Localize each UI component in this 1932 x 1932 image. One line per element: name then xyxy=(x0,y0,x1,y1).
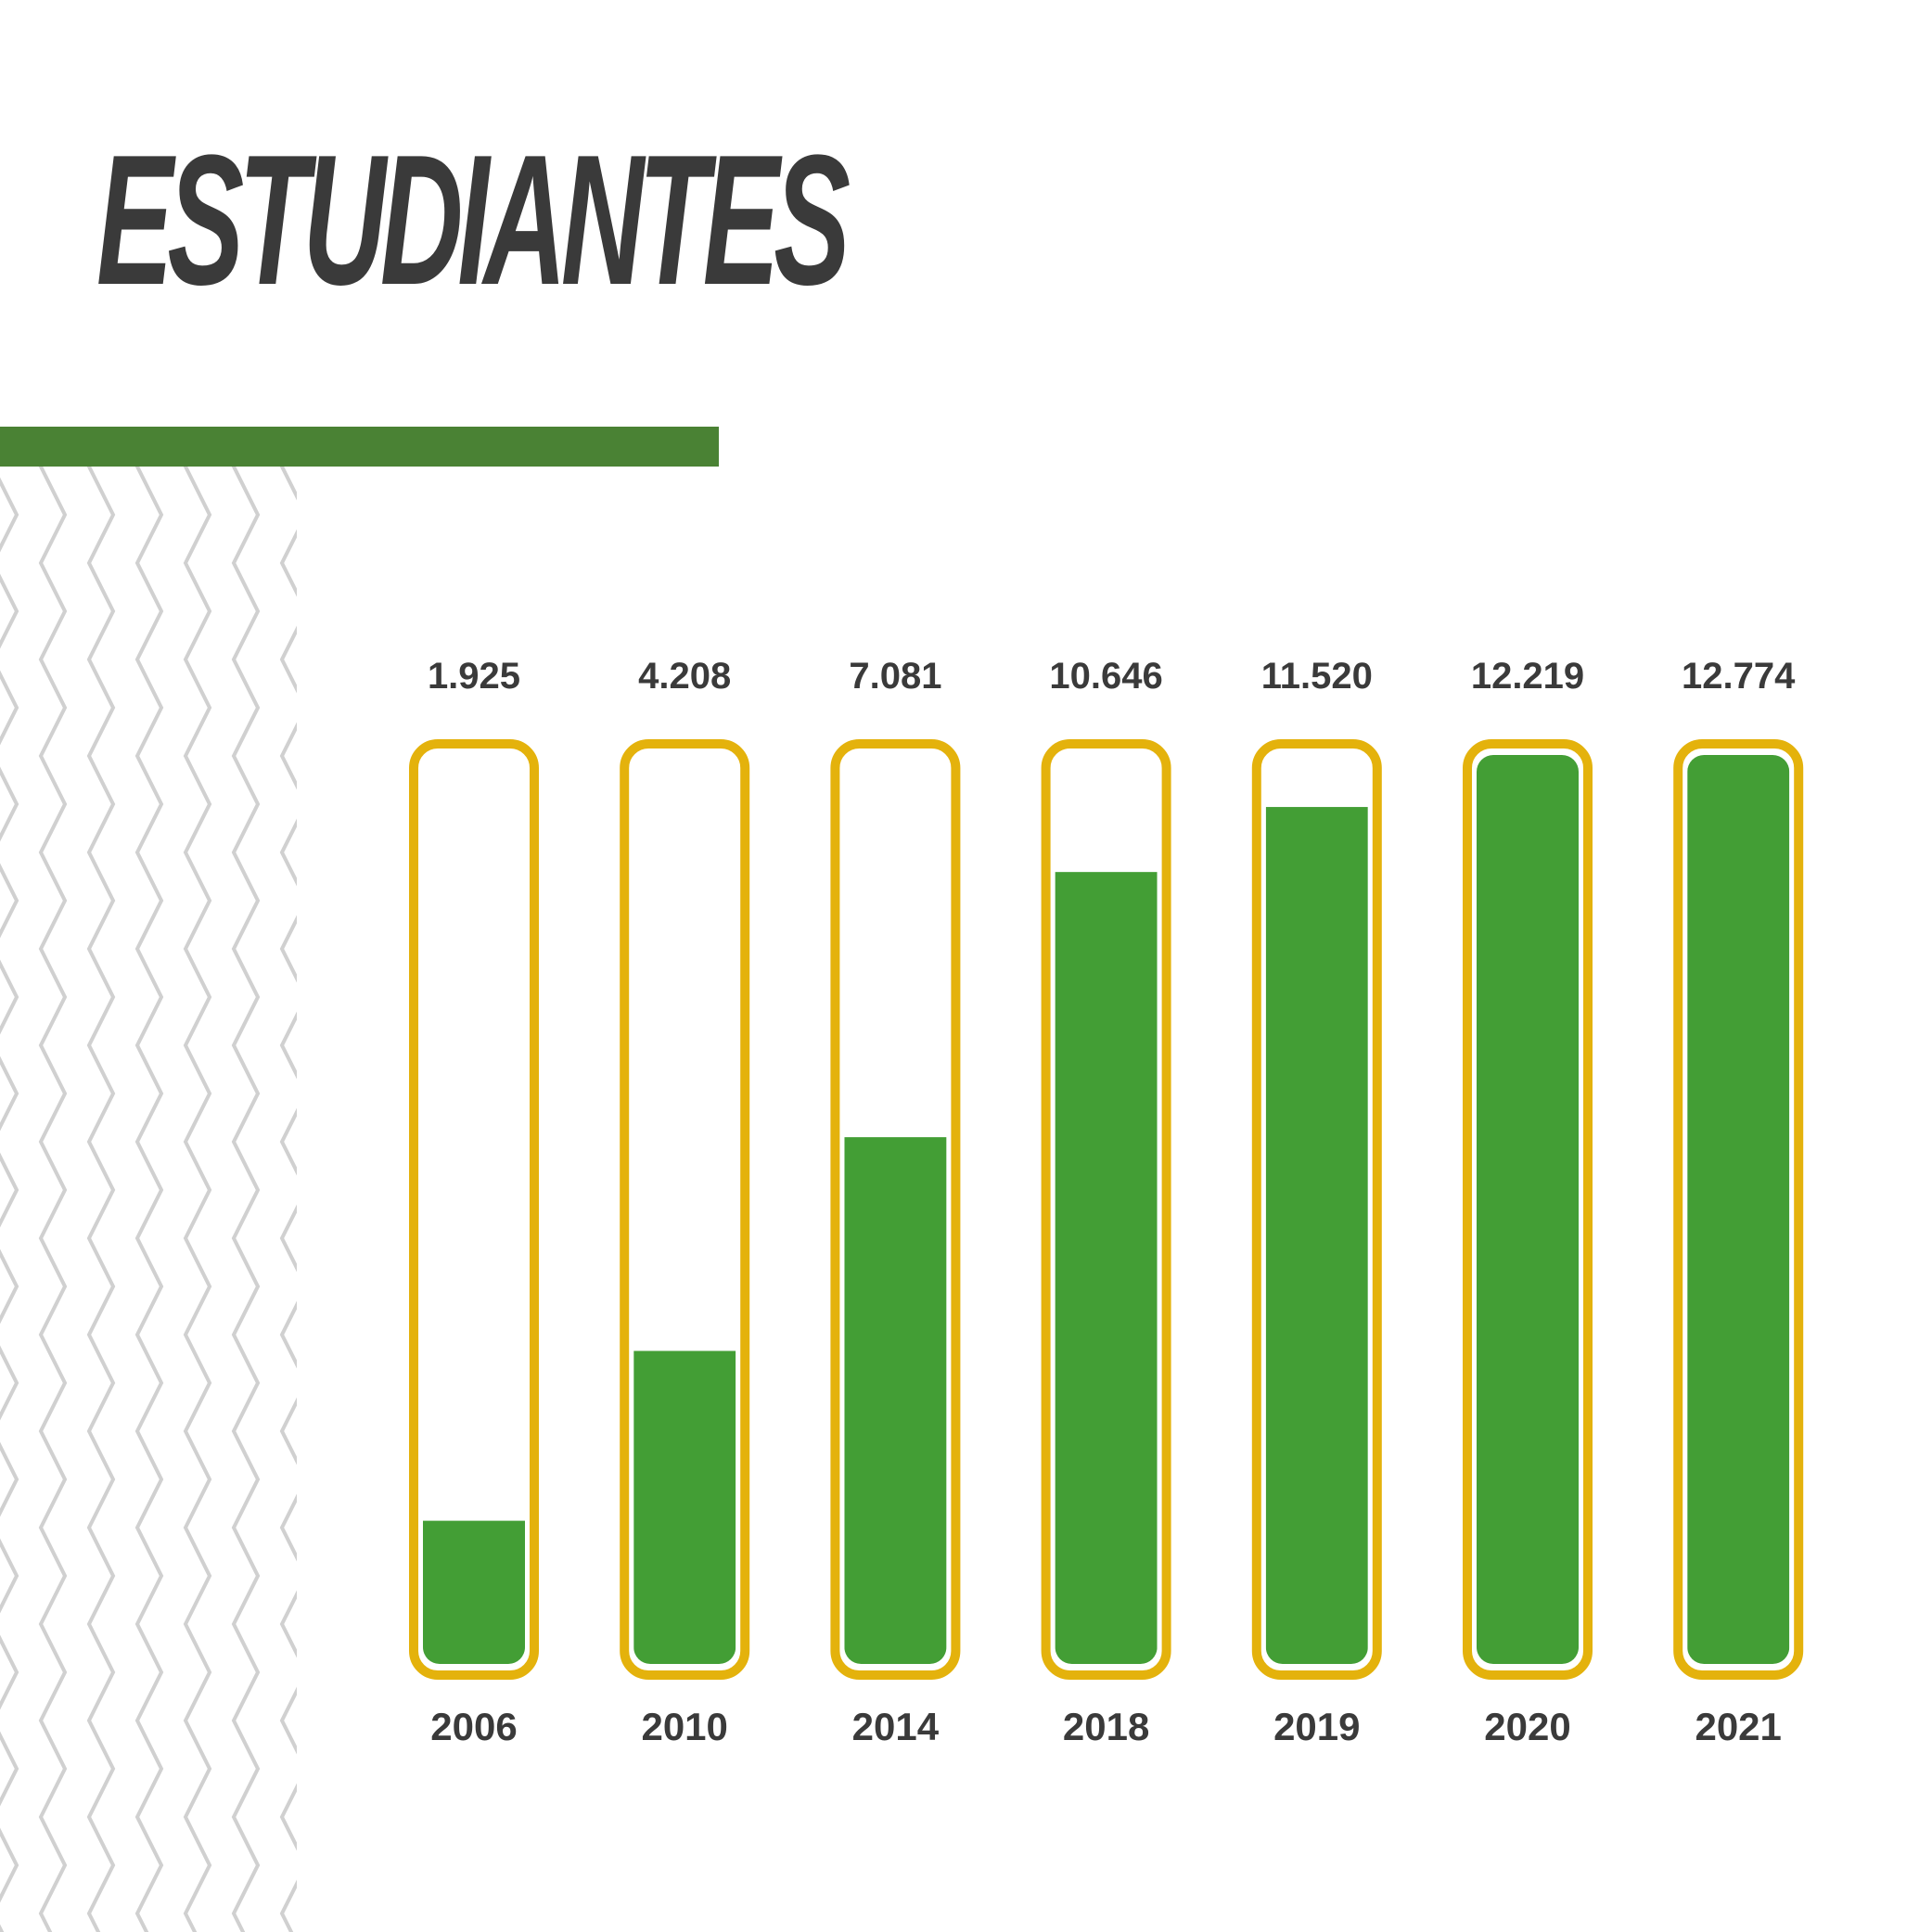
accent-bar xyxy=(0,427,719,467)
zigzag-line xyxy=(0,477,19,1932)
page-title: ESTUDIANTES xyxy=(96,117,851,324)
category-label: 2014 xyxy=(852,1705,940,1748)
value-label: 10.646 xyxy=(1049,656,1162,697)
zigzag-line xyxy=(86,467,116,1932)
zigzag-line xyxy=(279,467,297,1932)
value-label: 1.925 xyxy=(428,656,520,697)
value-label: 12.774 xyxy=(1682,656,1796,697)
category-label: 2006 xyxy=(430,1705,517,1748)
bar-fill-2006 xyxy=(423,1520,525,1664)
zigzag-line xyxy=(134,467,164,1932)
bar-fill-2010 xyxy=(633,1350,736,1664)
title-container: ESTUDIANTES xyxy=(96,128,1303,313)
value-label: 11.520 xyxy=(1261,656,1373,697)
value-label: 4.208 xyxy=(638,656,731,697)
category-label: 2018 xyxy=(1063,1705,1149,1748)
category-label: 2019 xyxy=(1273,1705,1360,1748)
value-label: 12.219 xyxy=(1471,656,1584,697)
zigzag-line xyxy=(183,467,212,1932)
category-label: 2020 xyxy=(1484,1705,1570,1748)
value-label: 7.081 xyxy=(849,656,941,697)
bar-fill-2018 xyxy=(1055,872,1158,1664)
bar-fill-2014 xyxy=(844,1137,947,1664)
bar-fill-2019 xyxy=(1265,807,1368,1664)
bar-fill-2020 xyxy=(1477,755,1579,1664)
zigzag-line xyxy=(38,467,68,1932)
zigzag-line xyxy=(231,467,261,1932)
bar-fill-2021 xyxy=(1687,755,1790,1664)
category-label: 2010 xyxy=(641,1705,727,1748)
zigzag-pattern xyxy=(0,467,297,1932)
bar-container xyxy=(409,739,539,1680)
category-label: 2021 xyxy=(1695,1705,1781,1748)
